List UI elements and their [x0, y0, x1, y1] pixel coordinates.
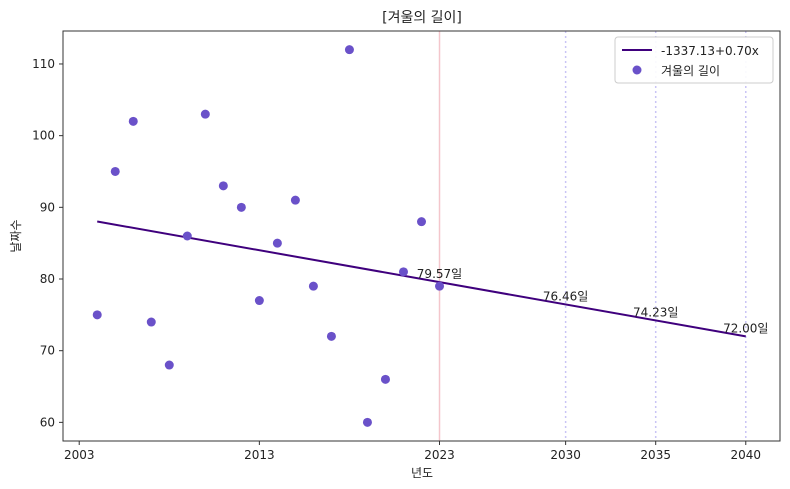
- reference-lines: [438, 31, 747, 441]
- data-point: [110, 166, 120, 176]
- y-tick-label: 60: [40, 415, 55, 429]
- annotation-label: 74.23일: [633, 305, 678, 319]
- annotation-label: 76.46일: [543, 289, 588, 303]
- y-axis: 60 70 80 90 100 110: [32, 57, 63, 429]
- data-point: [398, 267, 408, 277]
- x-tick-label: 2003: [64, 448, 95, 462]
- x-tick-label: 2030: [550, 448, 581, 462]
- chart-title: [겨울의 길이]: [382, 10, 462, 26]
- y-tick-label: 100: [32, 129, 55, 143]
- data-point: [200, 109, 210, 119]
- annotations: 79.57일 76.46일 74.23일 72.00일: [417, 267, 769, 335]
- data-point: [308, 281, 318, 291]
- y-axis-label: 날짜수: [9, 219, 23, 252]
- data-point: [182, 231, 192, 241]
- data-point: [435, 281, 445, 291]
- x-axis: 2003 2013 2023 2030 2035 2040: [64, 441, 761, 462]
- data-point: [326, 331, 336, 341]
- annotation-label: 72.00일: [723, 321, 768, 335]
- trend-line: [97, 220, 746, 338]
- data-point: [92, 310, 102, 320]
- legend-point-label: 겨울의 길이: [661, 64, 720, 78]
- data-point: [254, 296, 264, 306]
- annotation-label: 79.57일: [417, 267, 462, 281]
- data-point: [362, 417, 372, 427]
- data-point: [128, 116, 138, 126]
- data-point: [272, 238, 282, 248]
- plot-frame: [62, 30, 781, 442]
- x-tick-label: 2040: [730, 448, 761, 462]
- data-point: [218, 181, 228, 191]
- data-point: [146, 317, 156, 327]
- x-tick-label: 2023: [424, 448, 455, 462]
- x-tick-label: 2013: [244, 448, 275, 462]
- y-tick-label: 70: [40, 344, 55, 358]
- legend: -1337.13+0.70x 겨울의 길이: [614, 36, 774, 84]
- data-point: [417, 217, 426, 227]
- data-point: [380, 374, 390, 384]
- legend-line-label: -1337.13+0.70x: [661, 44, 759, 58]
- y-tick-label: 110: [32, 57, 55, 71]
- data-point: [236, 202, 246, 212]
- x-axis-label: 년도: [411, 466, 433, 480]
- y-tick-label: 80: [40, 272, 55, 286]
- data-point: [164, 360, 174, 370]
- data-point: [290, 195, 300, 205]
- trend-line-group: [97, 220, 746, 338]
- x-tick-label: 2035: [640, 448, 671, 462]
- legend-point-swatch: [632, 65, 642, 75]
- scatter-points: [92, 45, 445, 427]
- data-point: [344, 45, 354, 55]
- y-tick-label: 90: [40, 200, 55, 214]
- legend-box: [614, 36, 774, 84]
